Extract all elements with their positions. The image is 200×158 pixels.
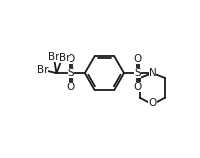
Text: O: O <box>66 54 75 64</box>
Text: O: O <box>66 82 75 92</box>
Text: O: O <box>133 82 141 92</box>
Text: S: S <box>67 68 74 78</box>
Text: Br: Br <box>59 53 70 64</box>
Text: S: S <box>134 68 140 78</box>
Text: Br: Br <box>48 52 59 62</box>
Text: O: O <box>133 54 141 64</box>
Text: N: N <box>148 68 155 78</box>
Text: O: O <box>148 98 156 108</box>
Text: Br: Br <box>36 65 48 75</box>
